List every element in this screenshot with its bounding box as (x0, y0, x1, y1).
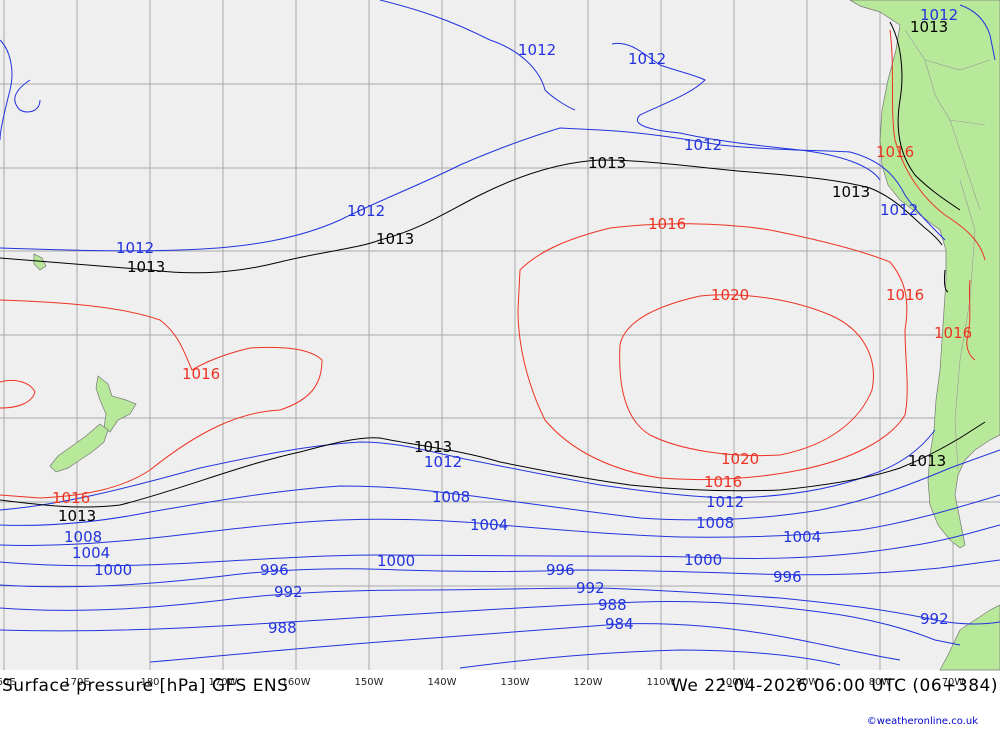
isobar-label: 1016 (648, 215, 686, 233)
lon-label: 170E (64, 677, 89, 688)
isobar-label: 1016 (934, 324, 972, 342)
land (33, 0, 1000, 671)
isobar-label: 1000 (684, 551, 722, 569)
isobar-label: 1004 (72, 544, 110, 562)
lon-label: 110W (647, 677, 676, 688)
isobar-label: 1004 (470, 516, 508, 534)
credit-link[interactable]: ©weatheronline.co.uk (866, 716, 978, 727)
lon-label: 60E (0, 677, 16, 688)
longitude-axis: 60E 170E 180 170W 160W 150W 140W 130W 12… (0, 677, 964, 688)
valid-time: We 22-04-2026 06:00 UTC (06+384) (671, 676, 998, 696)
isobar-label: 1008 (64, 528, 102, 546)
fiji-islands (33, 253, 47, 271)
isobar-label: 1013 (58, 507, 96, 525)
lon-label: 180 (140, 677, 159, 688)
lon-label: 150W (355, 677, 384, 688)
lon-label: 80W (869, 677, 892, 688)
isobar-label: 1016 (876, 143, 914, 161)
isobar-label: 1020 (711, 286, 749, 304)
isobar-label: 1012 (116, 239, 154, 257)
isobar-label: 1013 (588, 154, 626, 172)
isobar-label: 992 (920, 610, 949, 628)
lat-lon-grid (0, 0, 1000, 670)
isobar-label: 1013 (832, 183, 870, 201)
south-america (849, 0, 1000, 549)
isobars (0, 0, 1000, 669)
lon-label: 170W (209, 677, 238, 688)
isobar-labels: 1012 1012 1012 1012 1012 1012 1012 1013 … (52, 6, 972, 637)
isobar-label: 1004 (783, 528, 821, 546)
isobar-label: 1013 (414, 438, 452, 456)
isobar-label: 1012 (347, 202, 385, 220)
isobar-label: 992 (576, 579, 605, 597)
map-title: Surface pressure [hPa] GFS ENS (2, 676, 289, 696)
isobar-label: 1000 (377, 552, 415, 570)
isobar-label: 1012 (518, 41, 556, 59)
isobar-label: 1013 (376, 230, 414, 248)
isobar-label: 1008 (432, 488, 470, 506)
isobar-label: 1012 (424, 453, 462, 471)
lon-label: 100W (720, 677, 749, 688)
isobar-label: 1012 (880, 201, 918, 219)
isobar-label: 1013 (127, 258, 165, 276)
isobar-label: 996 (773, 568, 802, 586)
isobar-label: 996 (260, 561, 289, 579)
isobar-label: 1016 (182, 365, 220, 383)
isobar-label: 1016 (704, 473, 742, 491)
lon-label: 130W (501, 677, 530, 688)
isobar-label: 1012 (628, 50, 666, 68)
isobar-label: 988 (598, 596, 627, 614)
isobar-label: 1013 (908, 452, 946, 470)
country-borders (904, 29, 991, 471)
new-zealand-south-island (49, 423, 109, 473)
isobar-label: 984 (605, 615, 634, 633)
lon-label: 120W (574, 677, 603, 688)
isobar-label: 1016 (52, 489, 90, 507)
isobar-label: 1012 (706, 493, 744, 511)
new-zealand-north-island (95, 375, 137, 433)
lon-label: 90W (796, 677, 819, 688)
lon-label: 140W (428, 677, 457, 688)
isobar-label: 1016 (886, 286, 924, 304)
isobar-label: 1020 (721, 450, 759, 468)
isobar-label: 992 (274, 583, 303, 601)
isobar-label: 1013 (910, 18, 948, 36)
lon-label: 160W (282, 677, 311, 688)
isobar-label: 1012 (920, 6, 958, 24)
antarctic-peninsula (939, 604, 1000, 671)
isobar-label: 996 (546, 561, 575, 579)
isobar-label: 1008 (696, 514, 734, 532)
isobar-label: 1000 (94, 561, 132, 579)
isobar-label: 988 (268, 619, 297, 637)
isobar-label: 1012 (684, 136, 722, 154)
lon-label: 70W (942, 677, 965, 688)
